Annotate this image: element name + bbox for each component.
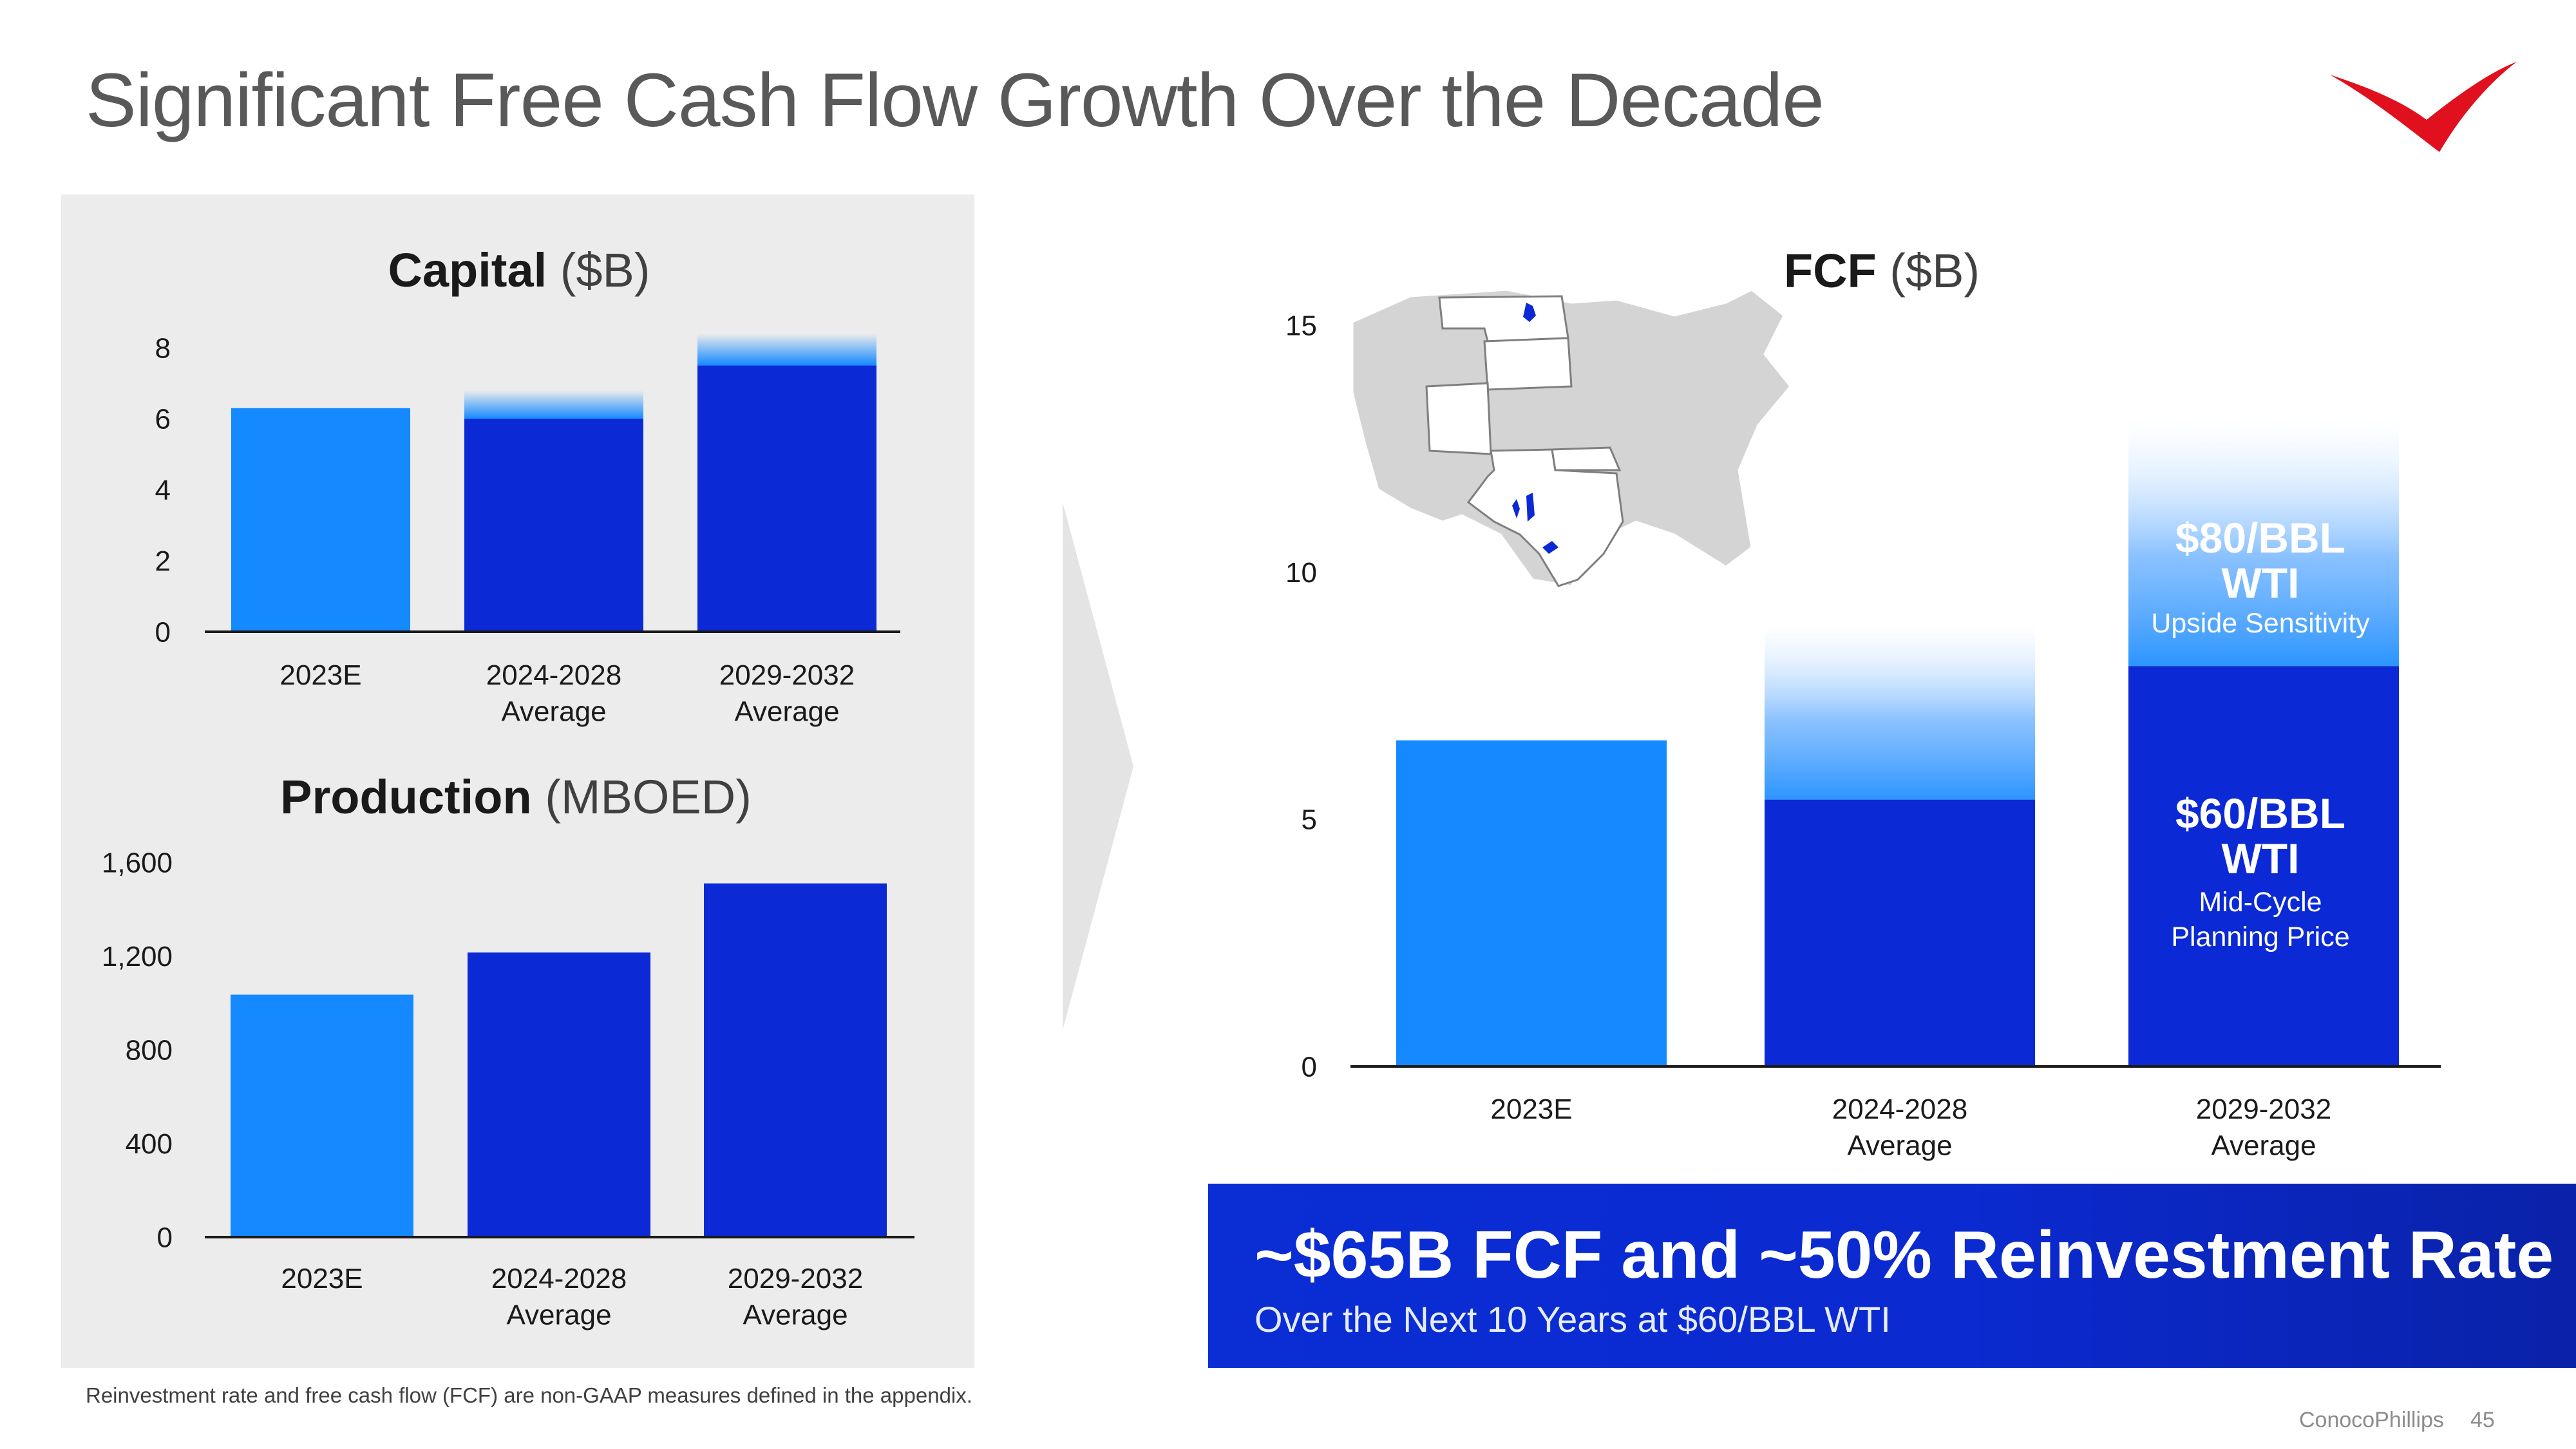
- capital-xlabel: 2024-2028 Average: [486, 659, 621, 727]
- fcf-bar-upside: [1765, 621, 2035, 800]
- production-bar: [468, 952, 650, 1237]
- footnote: Reinvestment rate and free cash flow (FC…: [86, 1383, 972, 1407]
- fcf-60-line1: $60/BBL: [2175, 790, 2346, 837]
- fcf-ytick: 5: [1302, 804, 1317, 836]
- capital-bar: [697, 365, 876, 632]
- capital-ytick: 2: [155, 545, 171, 577]
- capital-ytick: 8: [155, 332, 171, 364]
- production-ytick: 800: [126, 1034, 173, 1066]
- production-ytick: 1,600: [102, 847, 173, 878]
- capital-bar: [231, 408, 410, 632]
- fcf-chart-title: FCF ($B): [1784, 244, 1980, 298]
- fcf-xlabel: 2029-2032 Average: [2196, 1094, 2331, 1161]
- fcf-60-sub2: Planning Price: [2171, 922, 2350, 952]
- footer-company: ConocoPhillips: [2299, 1408, 2444, 1432]
- capital-ytick: 6: [155, 404, 171, 435]
- production-ytick: 1,200: [102, 941, 173, 972]
- fcf-80-line2: WTI: [2221, 559, 2300, 607]
- conocophillips-logo: [2330, 62, 2517, 152]
- fcf-bar: [2128, 666, 2399, 1066]
- production-bar: [231, 994, 413, 1237]
- production-xlabel: 2024-2028 Average: [491, 1263, 627, 1331]
- fcf-60-sub1: Mid-Cycle: [2199, 887, 2322, 918]
- fcf-xlabel: 2024-2028 Average: [1832, 1094, 1967, 1161]
- banner-subline: Over the Next 10 Years at $60/BBL WTI: [1255, 1299, 1891, 1340]
- capital-ytick: 0: [155, 616, 171, 648]
- fcf-ytick: 15: [1285, 310, 1317, 341]
- banner-headline: ~$65B FCF and ~50% Reinvestment Rate: [1255, 1218, 2554, 1293]
- fcf-80-line1: $80/BBL: [2175, 514, 2346, 562]
- production-xlabel: 2029-2032 Average: [728, 1263, 863, 1331]
- capital-bar: [464, 419, 643, 632]
- chevron-arrow-icon: [1063, 502, 1133, 1030]
- production-ytick: 400: [126, 1128, 173, 1160]
- fcf-ytick: 0: [1302, 1051, 1317, 1083]
- production-bar: [704, 883, 887, 1237]
- capital-chart-title: Capital ($B): [388, 243, 650, 297]
- fcf-80-sub: Upside Sensitivity: [2151, 608, 2370, 639]
- fcf-ytick: 10: [1285, 557, 1317, 589]
- fcf-80-label: $80/BBL WTI Upside Sensitivity: [2125, 515, 2396, 641]
- capital-bar-upside: [464, 390, 643, 419]
- fcf-bar: [1765, 799, 2035, 1066]
- capital-bar-upside: [697, 333, 876, 366]
- fcf-bar: [1396, 740, 1667, 1066]
- capital-ytick: 4: [155, 475, 171, 506]
- page-number: 45: [2470, 1408, 2495, 1432]
- capital-xlabel: 2023E: [279, 659, 361, 691]
- fcf-60-label: $60/BBL WTI Mid-Cycle Planning Price: [2125, 791, 2396, 954]
- fcf-60-line2: WTI: [2221, 835, 2300, 882]
- production-xlabel: 2023E: [281, 1263, 363, 1294]
- page-title: Significant Free Cash Flow Growth Over t…: [86, 58, 1824, 143]
- fcf-summary-banner: ~$65B FCF and ~50% Reinvestment Rate Ove…: [1208, 1184, 2576, 1368]
- us-map-icon: [1351, 289, 1792, 587]
- fcf-bar-upside: [2128, 419, 2399, 667]
- fcf-xlabel: 2023E: [1490, 1094, 1572, 1125]
- production-ytick: 0: [157, 1222, 173, 1253]
- production-chart-title: Production (MBOED): [280, 770, 752, 824]
- capital-xlabel: 2029-2032 Average: [719, 659, 855, 727]
